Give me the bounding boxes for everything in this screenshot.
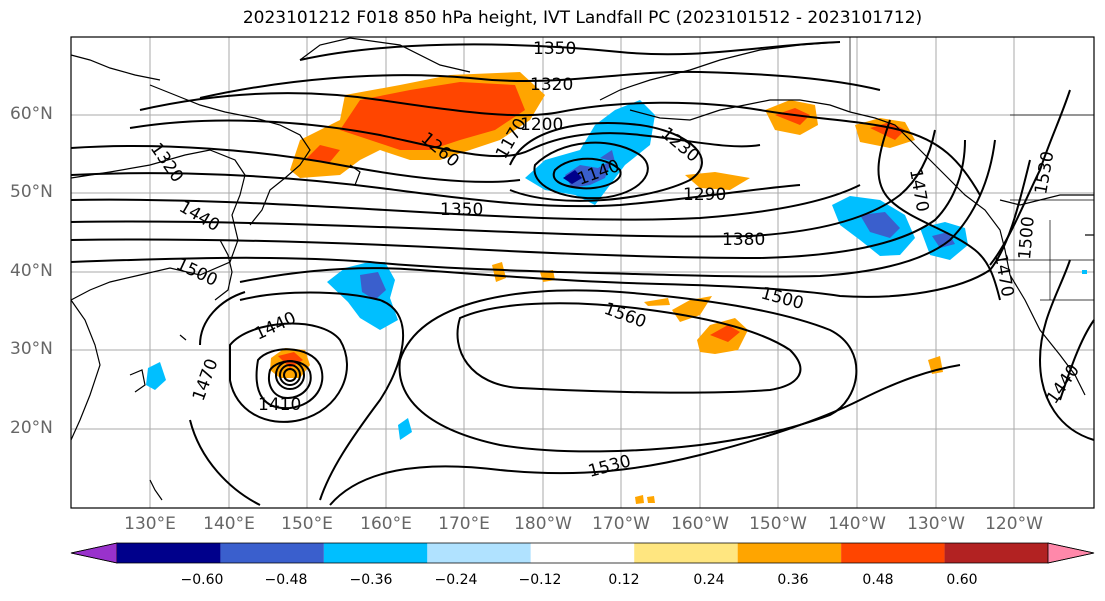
lon-label: 130°E — [124, 514, 176, 534]
colorbar-segment — [944, 543, 1048, 563]
lon-label: 170°E — [438, 514, 490, 534]
colorbar-tick-label: −0.24 — [434, 572, 478, 588]
lon-label: 140°W — [828, 514, 886, 534]
lon-label: 130°W — [907, 514, 965, 534]
colorbar-tick-label: −0.60 — [180, 572, 224, 588]
colorbar-tick-label: 0.48 — [862, 572, 894, 588]
contour-label: 1320 — [530, 75, 573, 95]
lat-label-40n: 40°N — [10, 261, 53, 281]
lon-label: 150°W — [749, 514, 807, 534]
map-frame — [70, 36, 1095, 509]
map-title: 2023101212 F018 850 hPa height, IVT Land… — [242, 8, 923, 28]
colorbar-tick-label: 0.12 — [608, 572, 640, 588]
contour-label: 1380 — [722, 230, 765, 250]
contour-label: 1350 — [533, 39, 576, 59]
lat-label-50n: 50°N — [10, 182, 53, 202]
ivt-positive-shading — [270, 72, 943, 504]
colorbar-outline — [70, 542, 1095, 564]
colorbar-extend-min — [70, 542, 118, 564]
colorbar-tick-label: −0.12 — [518, 572, 562, 588]
lon-label: 150°E — [281, 514, 333, 534]
colorbar-segment — [117, 543, 221, 563]
lon-label: 180°W — [514, 514, 572, 534]
colorbar-tick-label: 0.24 — [693, 572, 725, 588]
colorbar-segment — [323, 543, 428, 563]
contour-label: 1200 — [520, 115, 563, 135]
colorbar-segment — [737, 543, 842, 563]
lon-label: 140°E — [203, 514, 255, 534]
lon-label: 160°E — [360, 514, 412, 534]
colorbar-segment — [427, 543, 531, 563]
contour-label: 1500 — [1015, 216, 1039, 261]
colorbar — [70, 542, 1095, 564]
lon-label: 120°W — [985, 514, 1043, 534]
colorbar-tick-label: 0.60 — [946, 572, 978, 588]
colorbar-tick-label: −0.36 — [349, 572, 393, 588]
colorbar-segment — [841, 543, 945, 563]
political-borders — [849, 37, 1094, 301]
lon-label: 160°W — [671, 514, 729, 534]
colorbar-tick-label: −0.48 — [264, 572, 308, 588]
colorbar-extend-max — [1047, 542, 1095, 564]
lat-label-60n: 60°N — [10, 104, 53, 124]
contour-label: 1290 — [683, 185, 726, 205]
height-contours — [70, 41, 1095, 506]
colorbar-tick-label: 0.36 — [777, 572, 809, 588]
contour-label: 1350 — [440, 200, 483, 220]
colorbar-segment — [634, 543, 738, 563]
colorbar-segment — [220, 543, 324, 563]
contour-label: 1410 — [258, 395, 301, 415]
lat-label-20n: 20°N — [10, 418, 53, 438]
colorbar-segment — [530, 543, 635, 563]
lon-label: 170°W — [592, 514, 650, 534]
lat-label-30n: 30°N — [10, 339, 53, 359]
